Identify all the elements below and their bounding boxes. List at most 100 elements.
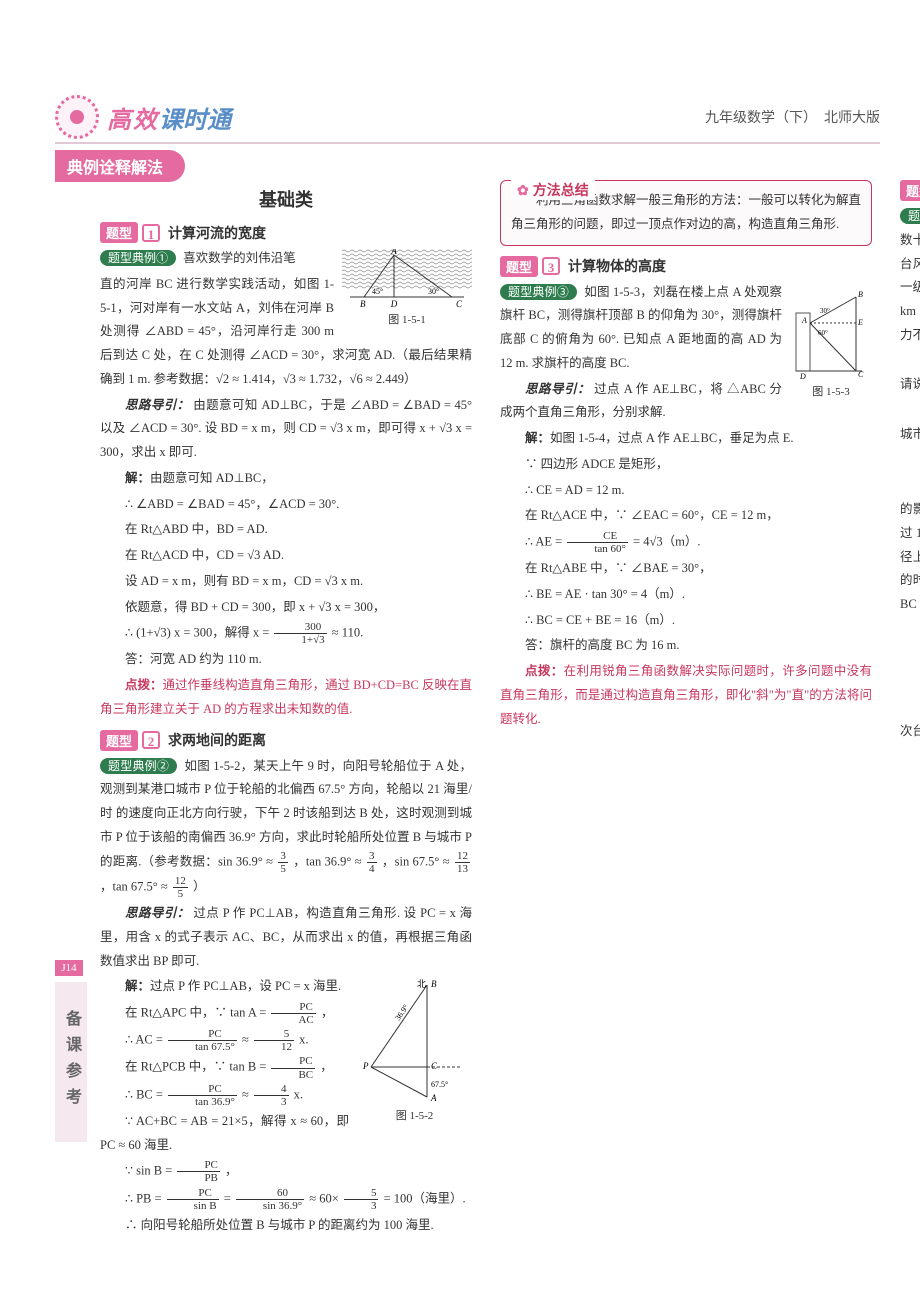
frac-num: 5	[254, 1028, 294, 1041]
frac-den: 1+√3	[274, 634, 326, 646]
svg-text:67.5°: 67.5°	[431, 1080, 448, 1089]
topic-title: 计算河流的宽度	[168, 223, 266, 243]
step: ∴ CE = AD = 12 m.	[500, 479, 872, 503]
answer: 答：河宽 AD 约为 110 m.	[100, 648, 472, 672]
text: ≈ 110.	[332, 626, 363, 640]
hint-row: 思路导引： 过点 P 作 PC⊥AB，构造直角三角形. 设 PC = x 海里，…	[100, 902, 472, 973]
text: ≈ 60×	[309, 1191, 339, 1205]
answer: 答：旗杆的高度 BC 为 16 m.	[500, 634, 872, 658]
hint-label: 思路导引：	[125, 398, 190, 412]
solution: 解：（1）过点 A 作 AD⊥BC，垂足为 D.	[900, 619, 920, 643]
figure-1-5-2: B C A P 36.9° 67.5° 北 图 1-5-2	[357, 977, 472, 1123]
svg-text:A: A	[801, 316, 807, 325]
step: ∴ PB = PCsin B = 60sin 36.9° ≈ 60× 53 = …	[100, 1187, 472, 1212]
text: ，	[225, 1164, 238, 1178]
step: ∴ AE = CEtan 60° = 4√3（m）.	[500, 530, 872, 555]
example-badge: 题型典例①	[100, 250, 176, 266]
frac-num: 3	[367, 850, 377, 863]
text: ∴ (1+√3) x = 300，解得 x =	[125, 626, 269, 640]
text: ∴ PB =	[125, 1191, 162, 1205]
step: ∴ ∠ABD = ∠BAD = 45°，∠ACD = 30°.	[100, 493, 472, 517]
example-badge: 题型典例③	[500, 284, 577, 300]
frac-num: 12	[455, 850, 470, 863]
svg-text:E: E	[857, 318, 863, 327]
sol-label: 解：	[525, 431, 550, 445]
brand-blue: 课时通	[159, 100, 231, 135]
text: = 4√3（m）.	[633, 534, 700, 548]
step: ∴ BE = AE · tan 30° = 4（m）.	[500, 583, 872, 607]
topic-title: 计算物体的高度	[568, 256, 666, 276]
sidebar-vertical-label: 备课参考	[55, 982, 87, 1142]
header-bar: 高效 课时通 九年级数学（下） 北师大版	[55, 95, 880, 139]
frac-num: 4	[254, 1083, 289, 1096]
step: ∵ sin B = PCPB ，	[100, 1159, 472, 1184]
frac-num: 12	[173, 875, 188, 888]
frac-num: CE	[567, 530, 628, 543]
section-banner: 典例诠释解法	[55, 150, 185, 182]
text: ，	[320, 1060, 333, 1074]
text: ，sin 67.5° ≈	[382, 854, 450, 868]
sol-label: 解：	[125, 471, 150, 485]
step: ∴ AD = 110 km.	[900, 670, 920, 694]
example-badge: 题型典例④	[900, 208, 920, 224]
text: ∴ BC =	[125, 1087, 163, 1101]
text: ≈	[242, 1033, 252, 1047]
frac-den: AC	[271, 1014, 315, 1026]
frac-num: 3	[278, 850, 288, 863]
topic-badge: 题型	[100, 730, 138, 751]
svg-text:A: A	[430, 1093, 437, 1103]
figure-1-5-1: A B D C 45° 30° 图 1-5-1	[342, 249, 472, 327]
text: x.	[299, 1033, 308, 1047]
frac-den: tan 67.5°	[168, 1041, 237, 1053]
frac-den: 3	[344, 1200, 379, 1212]
text: 过点 P 作 PC⊥AB，设 PC = x 海里.	[150, 979, 341, 993]
brand-pink: 高效	[107, 100, 159, 135]
hint-text: （1）如图 1-5-4，是否受台风的影响，取决于点 A 到台风中心经过的路径 B…	[900, 478, 920, 611]
frac-den: sin 36.9°	[236, 1200, 304, 1212]
solution: 解：由题意可知 AD⊥BC，	[100, 467, 472, 491]
question: （2）如果受到台风影响，那么台风影响该城市的持续时间有多长?	[900, 399, 920, 447]
category-title: 基础类	[100, 186, 472, 212]
frac-den: 5	[278, 863, 288, 875]
svg-text:C: C	[456, 299, 463, 309]
divider	[55, 142, 880, 144]
text: ，tan 67.5° ≈	[100, 879, 168, 893]
svg-text:A: A	[390, 249, 397, 256]
text: 在 Rt△APC 中，∵ tan A =	[125, 1006, 266, 1020]
figure-1-5-3: A B E C D 30° 60° 图 1-5-3	[790, 283, 872, 399]
text: x.	[294, 1087, 303, 1101]
frac-num: 5	[344, 1187, 379, 1200]
topic-number: 2	[142, 731, 160, 749]
topic-badge: 题型	[500, 256, 538, 277]
topic-2-header: 题型 2 求两地间的距离	[100, 730, 472, 751]
step: 在 Rt△ABD 中，BD = AD.	[100, 518, 472, 542]
topic-badge: 题型	[100, 222, 138, 243]
svg-text:45°: 45°	[372, 287, 383, 296]
question: （1）该城市是否会受到这次台风的影响? 请说明理由.	[900, 350, 920, 398]
step: 设 AD = x m，则有 BD = x m，CD = √3 x m.	[100, 570, 472, 594]
grade-label: 九年级数学（下） 北师大版	[705, 107, 880, 127]
text: ≈	[242, 1087, 252, 1101]
step: ∵ AB = 220 km，∠B = 30°，	[900, 645, 920, 669]
step: 在 Rt△ABE 中，∵ ∠BAE = 30°，	[500, 557, 872, 581]
svg-text:B: B	[360, 299, 366, 309]
text: ∵ sin B =	[125, 1164, 172, 1178]
step: ∴ BC = CE + BE = 16（m）.	[500, 609, 872, 633]
question: （3）该城市受台风影响的最大风力为几级?	[900, 449, 920, 473]
topic-number: 1	[142, 224, 160, 242]
text: ∴ AC =	[125, 1033, 163, 1047]
step: 由题意可知，当点 A 距台风中心不超过 160 km 时，将会受到这次台风的影响…	[900, 696, 920, 744]
note: 点拨：通过作垂线构造直角三角形，通过 BD+CD=BC 反映在直角三角形建立关于…	[100, 674, 472, 722]
hint-label: 思路导引：	[125, 906, 190, 920]
text: 方法总结	[533, 184, 589, 199]
frac-den: 4	[367, 863, 377, 875]
svg-text:D: D	[799, 372, 806, 381]
problem-text: 题型典例④ 台风是一种自然灾害，它以台风中心为圆心，在周围数十千米范围内形成气旋…	[900, 205, 920, 348]
frac-num: PC	[177, 1159, 219, 1172]
frac-den: 3	[254, 1096, 289, 1108]
frac-den: tan 60°	[567, 543, 628, 555]
svg-text:C: C	[431, 1061, 438, 1071]
content-columns: 基础类 题型 1 计算河流的宽度 A B D C 45° 30° 图 1-5-1…	[100, 180, 872, 1262]
svg-text:60°: 60°	[818, 329, 828, 337]
star-icon: ✿	[517, 184, 529, 199]
